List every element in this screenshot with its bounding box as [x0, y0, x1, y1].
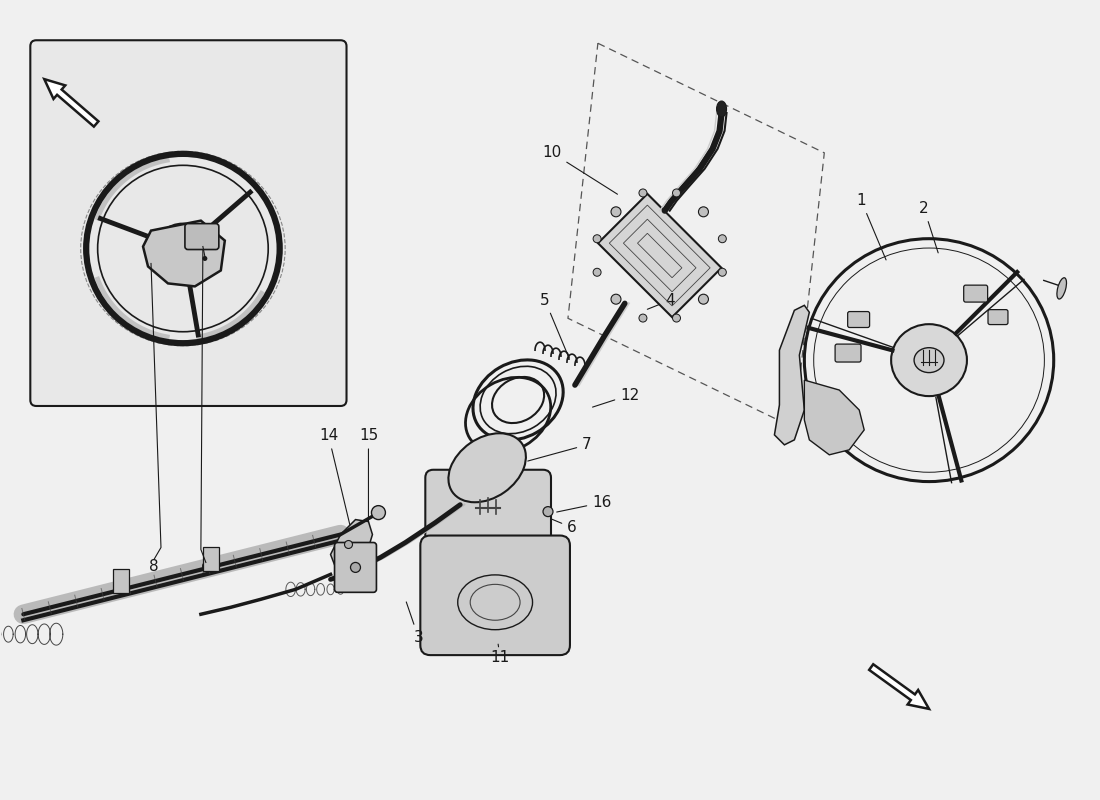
Circle shape	[610, 294, 621, 304]
Text: 10: 10	[542, 146, 617, 194]
Circle shape	[672, 189, 681, 197]
Circle shape	[639, 189, 647, 197]
Ellipse shape	[914, 348, 944, 373]
FancyBboxPatch shape	[185, 224, 219, 250]
Polygon shape	[331, 519, 373, 571]
FancyBboxPatch shape	[420, 535, 570, 655]
Circle shape	[698, 207, 708, 217]
Text: 9: 9	[201, 562, 211, 577]
Polygon shape	[774, 306, 810, 445]
Ellipse shape	[716, 101, 727, 117]
Circle shape	[593, 234, 601, 242]
FancyBboxPatch shape	[848, 311, 870, 327]
Text: 2: 2	[920, 201, 938, 253]
Ellipse shape	[1057, 278, 1067, 299]
FancyBboxPatch shape	[426, 470, 551, 561]
Circle shape	[672, 314, 681, 322]
FancyArrow shape	[44, 79, 98, 126]
Circle shape	[698, 294, 708, 304]
FancyBboxPatch shape	[988, 310, 1008, 325]
Text: 5: 5	[540, 293, 569, 358]
Text: 11: 11	[491, 644, 509, 665]
Circle shape	[639, 314, 647, 322]
Text: 16: 16	[557, 495, 612, 512]
Circle shape	[202, 256, 208, 261]
Circle shape	[543, 506, 553, 517]
FancyBboxPatch shape	[964, 285, 988, 302]
Circle shape	[351, 562, 361, 572]
Text: 12: 12	[593, 387, 639, 407]
Text: 7: 7	[528, 438, 592, 461]
Circle shape	[610, 207, 621, 217]
Ellipse shape	[155, 224, 210, 274]
FancyBboxPatch shape	[334, 542, 376, 592]
Text: 4: 4	[647, 293, 674, 310]
Text: 14: 14	[319, 428, 350, 525]
Circle shape	[344, 541, 352, 549]
FancyBboxPatch shape	[31, 40, 346, 406]
Bar	[202, 547, 219, 571]
Polygon shape	[598, 194, 722, 317]
Text: 3: 3	[406, 602, 424, 645]
Circle shape	[372, 506, 385, 519]
Text: 15: 15	[359, 428, 378, 538]
FancyArrow shape	[869, 664, 929, 709]
FancyBboxPatch shape	[835, 344, 861, 362]
Polygon shape	[804, 380, 865, 455]
Text: 8: 8	[150, 559, 158, 574]
Polygon shape	[143, 221, 224, 286]
Circle shape	[718, 268, 726, 276]
Circle shape	[593, 268, 601, 276]
Ellipse shape	[449, 434, 526, 502]
Bar	[113, 570, 129, 594]
Circle shape	[718, 234, 726, 242]
Ellipse shape	[891, 324, 967, 396]
Text: 1: 1	[857, 193, 887, 260]
Text: 6: 6	[551, 518, 576, 535]
